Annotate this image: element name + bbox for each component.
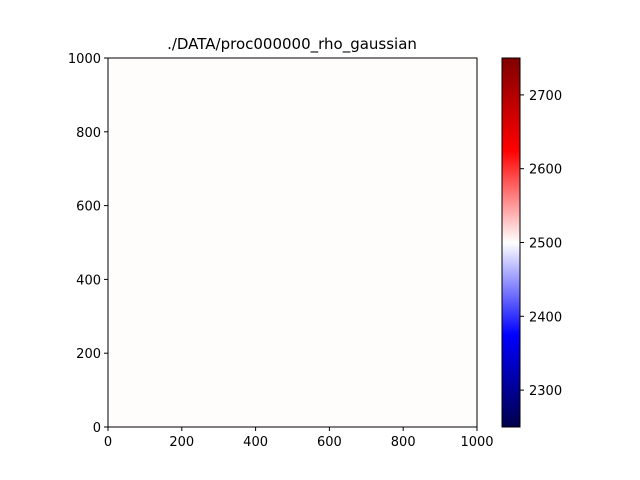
y-tick-label: 0 bbox=[93, 421, 101, 436]
colorbar-tick-label: 2300 bbox=[529, 384, 562, 399]
colorbar: 2300 2400 2500 2600 2700 bbox=[501, 57, 562, 428]
x-axis: 0 200 400 600 800 1000 bbox=[104, 427, 494, 450]
chart-title: ./DATA/proc000000_rho_gaussian bbox=[167, 35, 417, 54]
y-tick-label: 800 bbox=[76, 126, 101, 141]
colorbar-tick-label: 2400 bbox=[529, 310, 562, 325]
plot-frame bbox=[107, 57, 478, 428]
plot-area bbox=[107, 57, 478, 428]
x-tick-label: 400 bbox=[243, 435, 268, 450]
x-tick-label: 800 bbox=[391, 435, 416, 450]
y-tick-label: 1000 bbox=[68, 52, 101, 67]
colorbar-tick-label: 2600 bbox=[529, 163, 562, 178]
heatmap-field bbox=[108, 58, 477, 427]
y-tick-label: 400 bbox=[76, 273, 101, 288]
y-axis: 0 200 400 600 800 1000 bbox=[68, 52, 108, 436]
colorbar-ticks: 2300 2400 2500 2600 2700 bbox=[520, 89, 562, 399]
x-tick-label: 0 bbox=[104, 435, 112, 450]
y-tick-label: 600 bbox=[76, 200, 101, 215]
colorbar-tick-label: 2500 bbox=[529, 237, 562, 252]
x-tick-label: 200 bbox=[169, 435, 194, 450]
colorbar-gradient bbox=[502, 58, 520, 427]
x-tick-label: 600 bbox=[317, 435, 342, 450]
x-tick-label: 1000 bbox=[460, 435, 493, 450]
y-tick-label: 200 bbox=[76, 347, 101, 362]
colorbar-tick-label: 2700 bbox=[529, 89, 562, 104]
